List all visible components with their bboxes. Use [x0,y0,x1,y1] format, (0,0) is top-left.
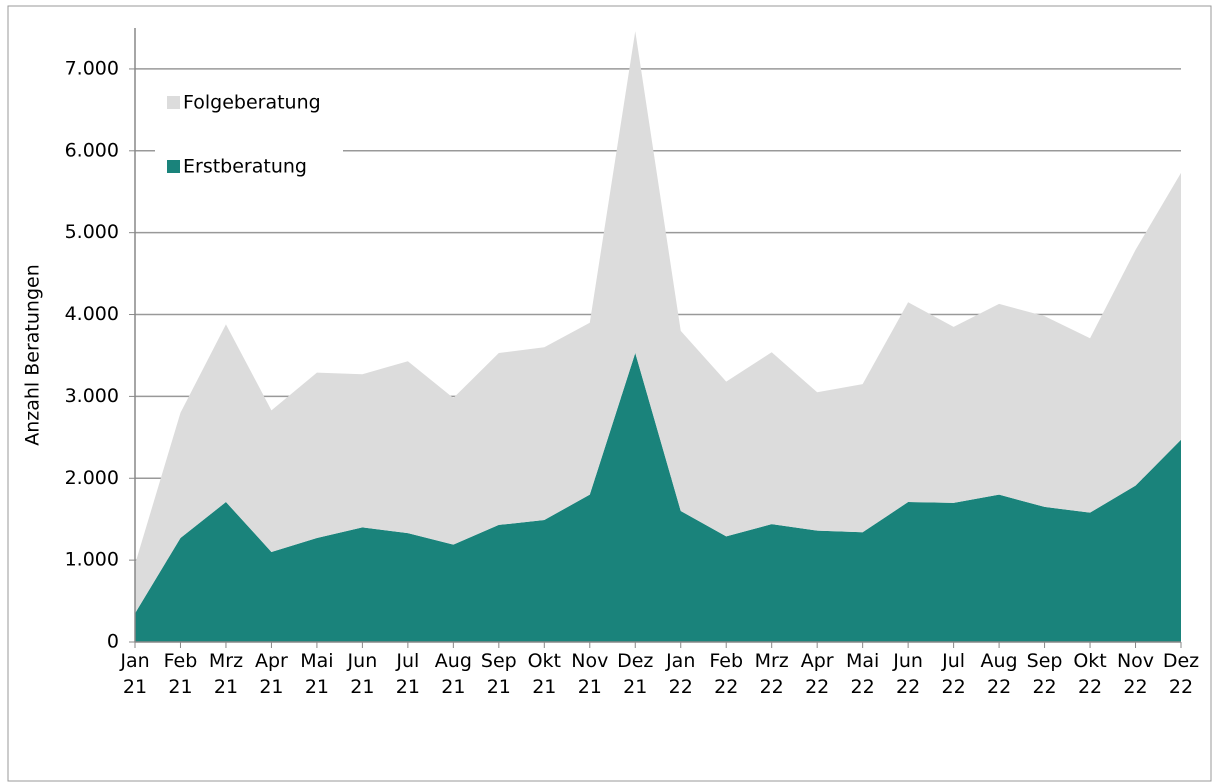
y-tick-label: 2.000 [65,467,119,489]
legend-box [155,80,343,190]
x-tick-label: Jun 22 [893,650,923,698]
x-tick-label: Sep 22 [1026,650,1063,698]
x-tick-label: Nov 22 [1116,650,1155,698]
y-tick-label: 1.000 [65,549,119,571]
x-tick-label: Dez 22 [1162,650,1200,698]
x-tick-label: Nov 21 [571,650,609,698]
x-tick-label: Dez 21 [617,650,654,698]
x-tick-label: Mrz 21 [208,650,244,698]
y-tick-label: 6.000 [65,139,119,161]
x-tick-label: Aug 21 [434,650,472,698]
x-tick-label: Mrz 22 [754,650,789,698]
y-tick-label: 7.000 [65,57,119,79]
x-tick-label: Jun 21 [347,650,378,698]
x-tick-label: Sep 21 [480,650,517,698]
x-tick-label: Mai 21 [300,650,334,698]
x-tick-label: Okt 21 [527,650,561,698]
legend-swatch [167,96,180,109]
x-tick-label: Jul 21 [395,650,420,698]
x-tick-label: Apr 22 [800,650,834,698]
x-tick-label: Feb 21 [163,650,198,698]
legend-swatch [167,160,180,173]
x-tick-label: Mai 22 [845,650,880,698]
y-tick-label: 5.000 [65,221,119,243]
x-tick-label: Jan 22 [666,650,696,698]
x-tick-label: Feb 22 [709,650,744,698]
x-tick-label: Jan 21 [120,650,150,698]
x-tick-label: Jul 22 [941,650,966,698]
y-tick-label: 4.000 [65,303,119,325]
area [135,31,1181,614]
legend-label: Folgeberatung [183,92,321,114]
y-axis-label: Anzahl Beratungen [22,264,44,446]
x-tick-label: Apr 21 [254,650,288,698]
area [135,353,1181,642]
legend-label: Erstberatung [183,156,307,178]
y-tick-label: 3.000 [65,385,119,407]
x-tick-label: Aug 22 [980,650,1018,698]
y-tick-label: 0 [107,631,119,653]
x-tick-label: Okt 22 [1073,650,1107,698]
